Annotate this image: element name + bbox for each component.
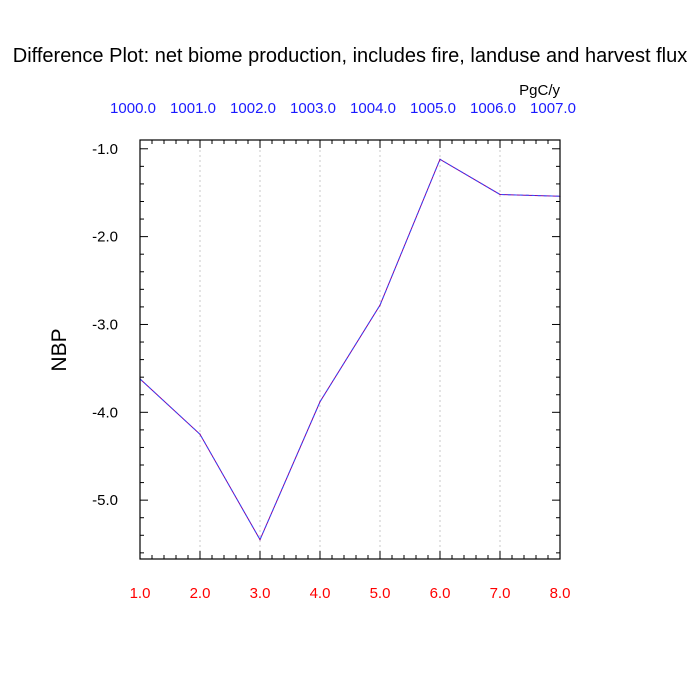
top-tick-label: 1001.0	[170, 100, 216, 117]
top-tick-label: 1003.0	[290, 100, 336, 117]
x-tick-label: 3.0	[250, 585, 271, 602]
x-tick-label: 8.0	[550, 585, 571, 602]
grid-lines	[199, 140, 501, 559]
top-tick-label: 1007.0	[530, 100, 576, 117]
top-tick-label: 1005.0	[410, 100, 456, 117]
axes	[139, 139, 561, 560]
x-tick-label: 6.0	[430, 585, 451, 602]
y-tick-label: -2.0	[92, 229, 118, 246]
chart-title: Difference Plot: net biome production, i…	[13, 45, 687, 67]
tick-labels: 1.0 2.0 3.0 4.0 5.0 6.0 7.0 8.0 1000.0 1001.0 1002…	[92, 100, 576, 602]
data-series	[139, 158, 561, 541]
units-label: PgC/y	[519, 82, 560, 99]
x-tick-label: 1.0	[130, 585, 151, 602]
y-tick-label: -1.0	[92, 141, 118, 158]
top-tick-label: 1000.0	[110, 100, 156, 117]
top-tick-label: 1004.0	[350, 100, 396, 117]
data-point	[499, 193, 501, 196]
series-line-dash	[139, 158, 561, 541]
y-tick-label: -5.0	[92, 492, 118, 509]
y-tick-label: -4.0	[92, 404, 118, 421]
x-tick-label: 5.0	[370, 585, 391, 602]
top-tick-label: 1006.0	[470, 100, 516, 117]
y-axis-label: NBP	[48, 328, 71, 371]
data-point	[259, 539, 261, 541]
series-line	[139, 158, 561, 541]
x-tick-label: 4.0	[310, 585, 331, 602]
x-tick-label: 2.0	[190, 585, 211, 602]
top-tick-label: 1002.0	[230, 100, 276, 117]
data-point	[379, 304, 381, 306]
x-tick-label: 7.0	[490, 585, 511, 602]
plot-frame	[139, 139, 561, 560]
y-tick-label: -3.0	[92, 316, 118, 333]
data-point	[319, 401, 321, 403]
data-point	[439, 158, 441, 160]
data-point	[199, 433, 201, 435]
